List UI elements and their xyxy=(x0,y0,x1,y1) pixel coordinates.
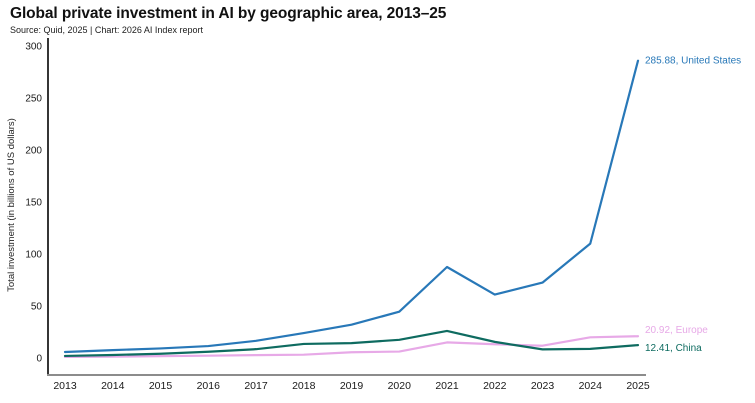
x-tick-label: 2025 xyxy=(626,380,650,392)
x-tick-label: 2017 xyxy=(244,380,268,392)
chart-subtitle: Source: Quid, 2025 | Chart: 2026 AI Inde… xyxy=(10,25,203,35)
y-axis-title: Total investment (in billions of US doll… xyxy=(6,118,17,292)
y-tick-label: 0 xyxy=(36,354,42,365)
x-tick-label: 2023 xyxy=(531,380,555,392)
x-tick-label: 2016 xyxy=(197,380,221,392)
data-lines xyxy=(63,59,640,359)
series-end-labels: 285.88, United States 20.92, Europe 12.41,… xyxy=(645,56,741,354)
x-tick-labels: 2013 2014 2015 2016 2017 2018 2019 2020 2021 2022… xyxy=(53,380,650,392)
y-tick-label: 250 xyxy=(25,94,42,105)
chart-title: Global private investment in AI by geogr… xyxy=(10,5,447,22)
y-tick-labels: 0 50 100 150 200 250 300 xyxy=(25,42,42,365)
x-tick-label: 2022 xyxy=(483,380,507,392)
y-tick-label: 150 xyxy=(25,198,42,209)
y-tick-label: 300 xyxy=(25,42,42,53)
end-label-china: 12.41, China xyxy=(645,343,702,354)
line-united-states xyxy=(63,59,640,354)
x-tick-label: 2019 xyxy=(340,380,364,392)
end-label-europe: 20.92, Europe xyxy=(645,325,708,336)
x-tick-label: 2024 xyxy=(579,380,603,392)
line-china xyxy=(63,329,640,358)
x-tick-label: 2018 xyxy=(292,380,316,392)
x-tick-label: 2021 xyxy=(435,380,459,392)
x-tick-label: 2013 xyxy=(53,380,77,392)
y-tick-label: 50 xyxy=(31,302,43,313)
x-tick-label: 2020 xyxy=(388,380,412,392)
x-tick-label: 2014 xyxy=(101,380,125,392)
end-label-united-states: 285.88, United States xyxy=(645,56,741,67)
x-tick-label: 2015 xyxy=(149,380,173,392)
y-tick-label: 100 xyxy=(25,250,42,261)
y-tick-label: 200 xyxy=(25,146,42,157)
line-europe xyxy=(63,335,640,359)
